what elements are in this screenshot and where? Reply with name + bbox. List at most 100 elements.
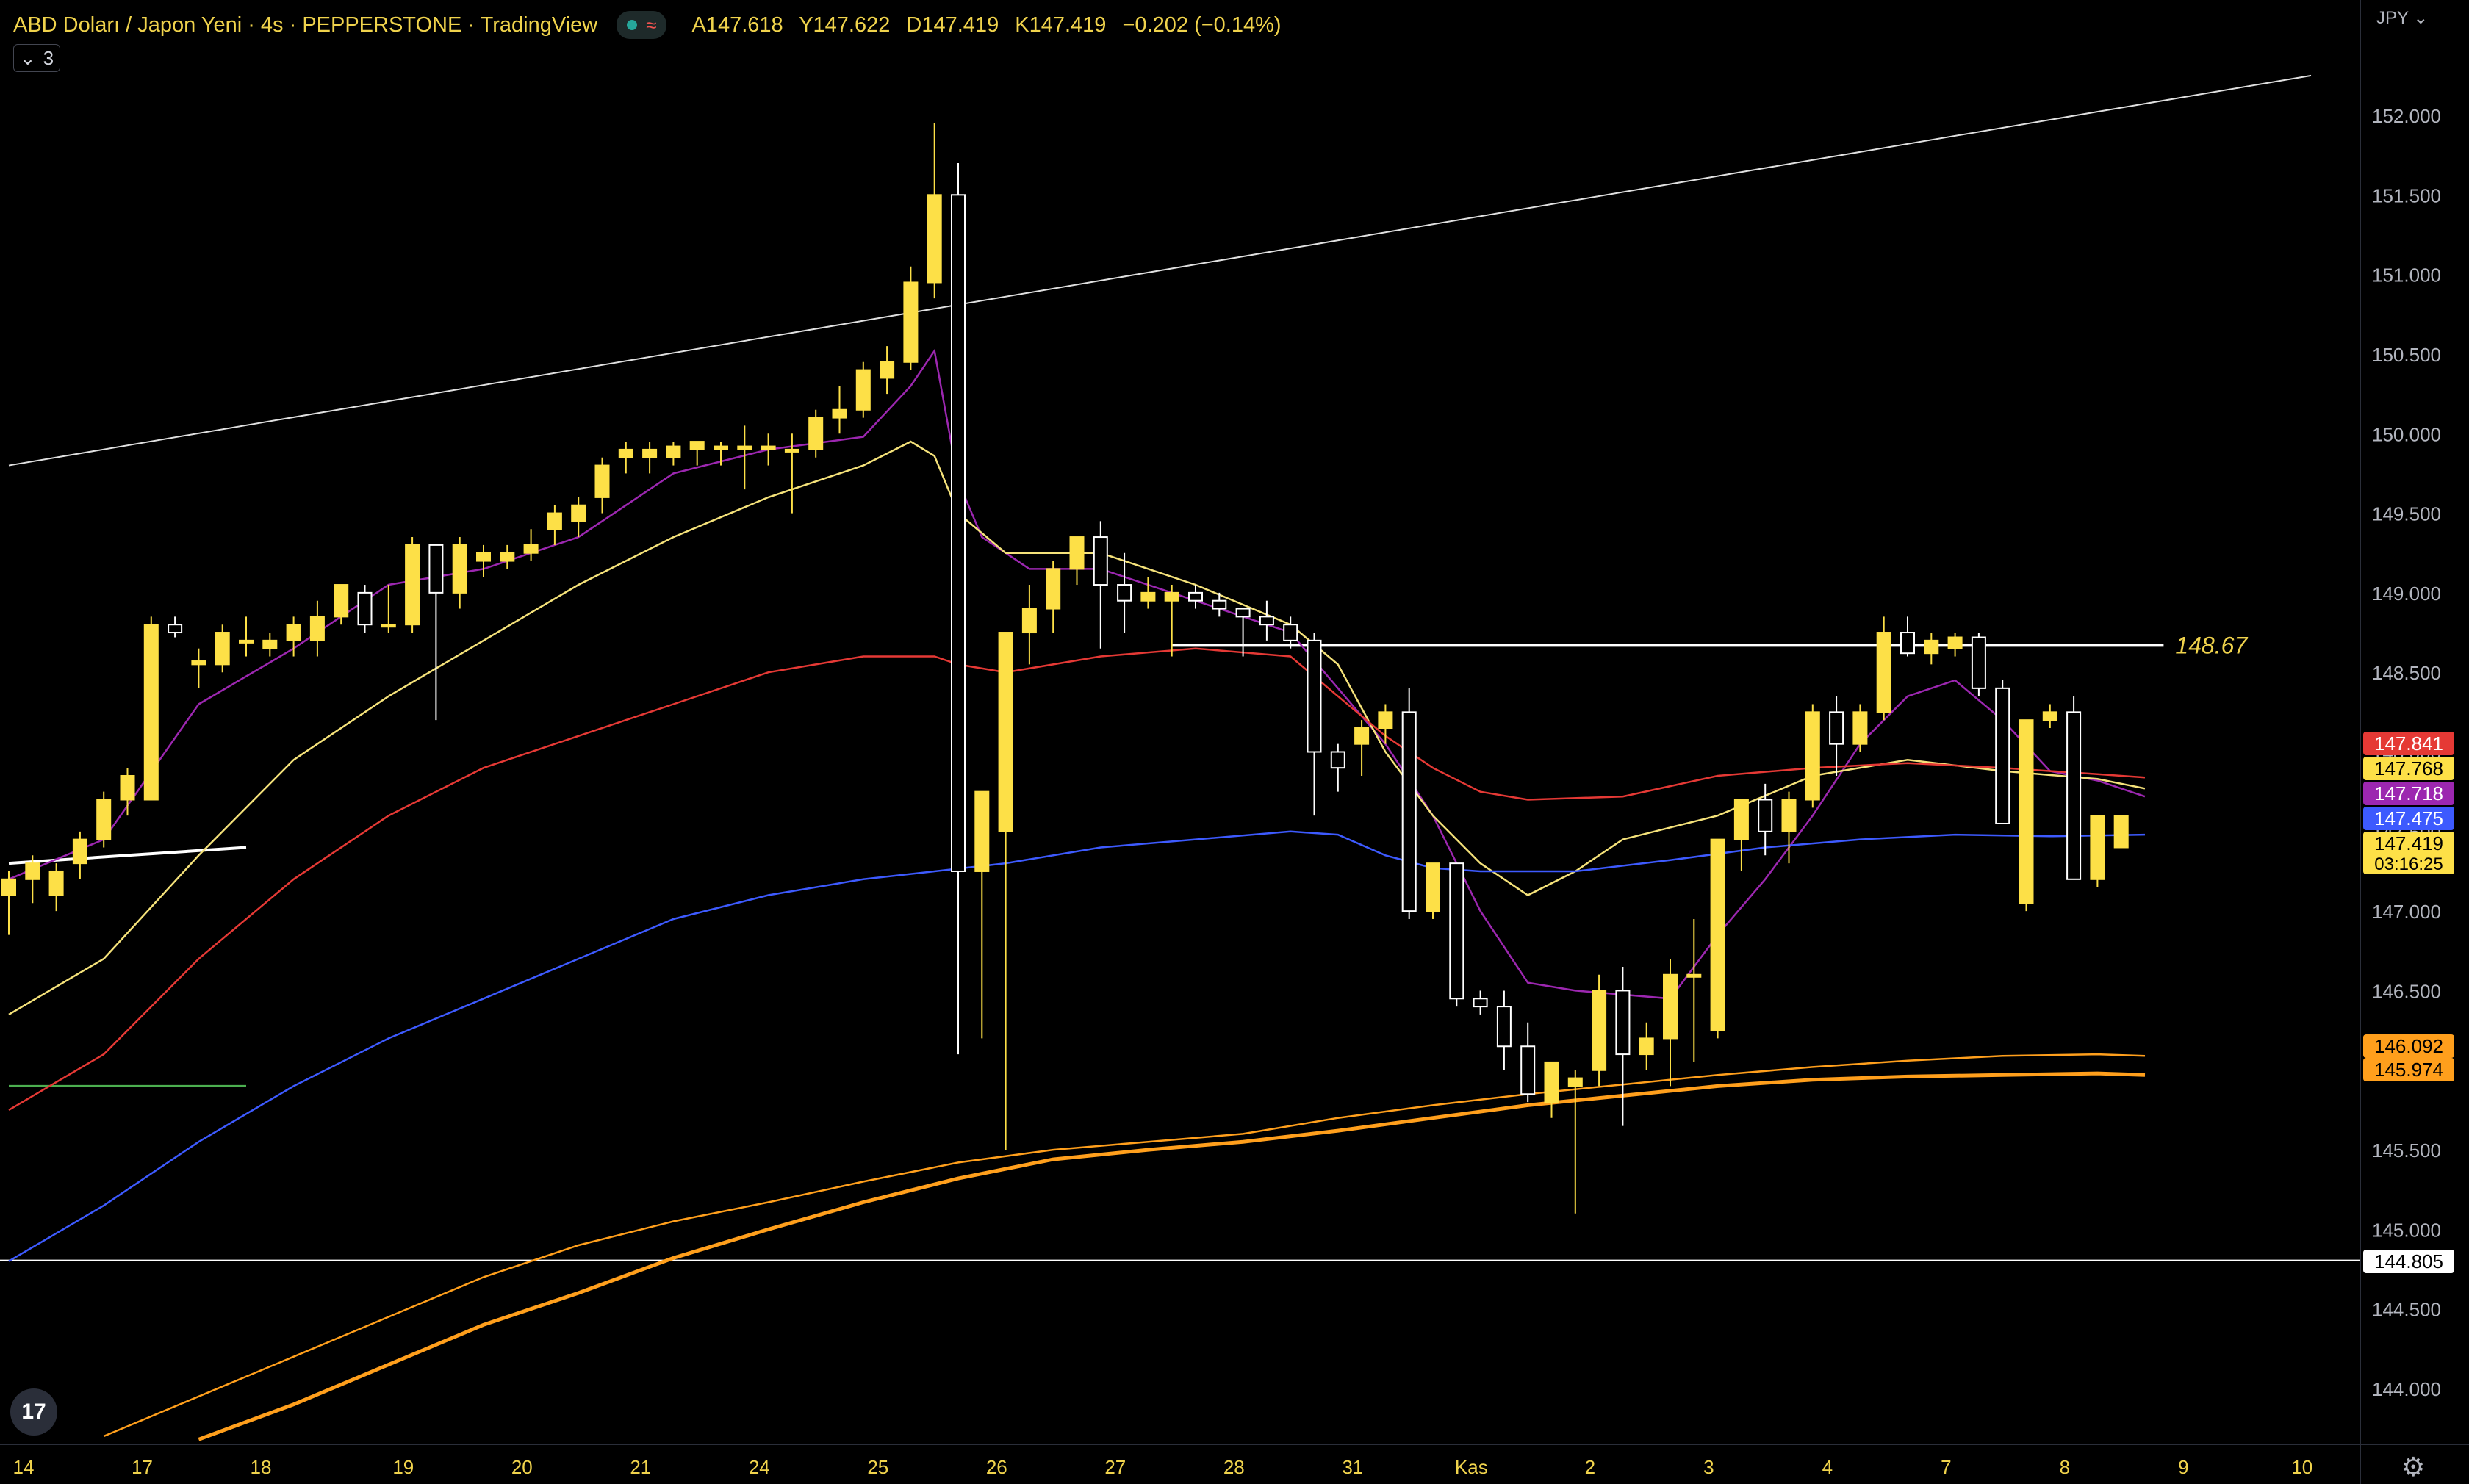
candle-body: [309, 616, 325, 641]
candle-53: [1259, 600, 1274, 641]
time-tick-label: 24: [749, 1456, 770, 1478]
candle-body: [951, 194, 966, 872]
time-tick-label: 4: [1822, 1456, 1833, 1478]
candle-80: [1900, 616, 1915, 657]
candle-body: [476, 552, 491, 562]
candle-62: [1473, 990, 1488, 1015]
candle-body: [547, 512, 562, 530]
price-tick-label: 151.500: [2372, 184, 2441, 206]
time-tick-label: 14: [13, 1456, 35, 1478]
candle-body: [1235, 608, 1251, 618]
candle-body: [262, 639, 278, 649]
price-tick-label: 151.000: [2372, 264, 2441, 287]
candle-body: [808, 417, 824, 450]
candle-body: [1567, 1077, 1583, 1087]
candle-body: [1449, 862, 1464, 1000]
price-tag-countdown: 03:16:25: [2374, 854, 2443, 874]
candle-63: [1496, 990, 1512, 1070]
chevron-down-icon: ⌄: [19, 46, 36, 69]
indicator-count: 3: [43, 46, 54, 69]
ema-line-2: [8, 647, 2146, 1111]
candle-body: [48, 870, 64, 896]
candle-body: [1069, 536, 1085, 570]
candle-body: [737, 445, 752, 450]
time-tick-label: 18: [251, 1456, 272, 1478]
candle-10: [239, 616, 254, 657]
price-tick-label: 149.000: [2372, 583, 2441, 605]
ohlc-high: Y147.622: [799, 12, 891, 37]
candle-body: [1, 878, 16, 896]
candle-34: [808, 409, 824, 458]
price-tag: [2363, 1250, 2454, 1273]
candle-13: [309, 600, 325, 657]
price-tick-label: 148.500: [2372, 662, 2441, 684]
time-tick-label: 10: [2291, 1456, 2312, 1478]
price-tag-label: 147.419: [2374, 832, 2443, 854]
candle-body: [72, 838, 87, 865]
candle-20: [476, 544, 491, 577]
candle-body: [714, 445, 728, 450]
candle-8: [191, 648, 206, 688]
candle-89: [2113, 815, 2129, 849]
time-tick-label: 26: [986, 1456, 1007, 1478]
symbol-title[interactable]: ABD Doları / Japon Yeni · 4s · PEPPERSTO…: [13, 12, 598, 37]
price-tick-label: 149.500: [2372, 503, 2441, 525]
candle-body: [1212, 599, 1227, 610]
candle-body: [96, 799, 112, 840]
candle-31: [737, 425, 752, 490]
price-tick-label: 145.000: [2372, 1219, 2441, 1241]
candle-body: [832, 408, 847, 419]
candle-body: [1259, 616, 1274, 626]
candle-body: [25, 862, 40, 880]
ema-line-3: [8, 830, 2146, 1262]
time-tick-label: 3: [1703, 1456, 1714, 1478]
candle-body: [1354, 727, 1370, 745]
candle-57: [1354, 720, 1370, 776]
candle-15: [357, 585, 373, 633]
indicators-collapse-button[interactable]: ⌄ 3: [13, 44, 60, 72]
candle-body: [642, 448, 658, 458]
candle-body: [523, 544, 539, 554]
candle-60: [1426, 862, 1440, 919]
candle-body: [2090, 815, 2105, 880]
candle-body: [1663, 973, 1678, 1040]
price-tick-label: 150.000: [2372, 423, 2441, 445]
time-tick-label: Kas: [1455, 1456, 1488, 1478]
candle-body: [1378, 711, 1393, 730]
time-axis: 14 17 18 19 20 21 24 25 26 27 28 31 Kas 2 3 4 7 8 9 10: [13, 1456, 2313, 1478]
time-tick-label: 31: [1342, 1456, 1363, 1478]
time-tick-label: 25: [867, 1456, 888, 1478]
time-tick-label: 28: [1223, 1456, 1245, 1478]
currency-menu[interactable]: JPY ⌄: [2376, 7, 2428, 29]
candle-body: [452, 544, 467, 594]
candle-41: [974, 790, 990, 1039]
candle-body: [666, 445, 681, 458]
wave-icon: ≈: [646, 13, 657, 36]
tradingview-logo-icon[interactable]: 17: [10, 1388, 57, 1436]
price-tag: [2363, 782, 2454, 805]
price-tag: [2363, 757, 2454, 780]
candle-46: [1093, 521, 1108, 649]
candle-body: [618, 448, 633, 458]
symbol-legend: ABD Doları / Japon Yeni · 4s · PEPPERSTO…: [13, 10, 1292, 40]
candle-body: [1093, 536, 1108, 586]
candle-54: [1283, 616, 1298, 649]
time-tick-label: 20: [511, 1456, 533, 1478]
time-tick-label: 21: [630, 1456, 651, 1478]
candle-body: [571, 504, 586, 522]
candle-body: [1781, 799, 1797, 832]
gear-icon[interactable]: ⚙: [2401, 1452, 2426, 1482]
candle-36: [855, 361, 871, 418]
candle-56: [1330, 743, 1345, 792]
candle-body: [974, 790, 990, 872]
market-status-pill[interactable]: ≈: [617, 11, 667, 39]
candle-48: [1140, 577, 1156, 609]
ema-layer: [8, 348, 2146, 1441]
candle-body: [1758, 799, 1773, 832]
candle-body: [1021, 608, 1037, 634]
candle-30: [714, 442, 728, 466]
candle-66: [1567, 1070, 1583, 1214]
price-tick-label: 150.500: [2372, 344, 2441, 366]
price-tag: [2363, 732, 2454, 755]
